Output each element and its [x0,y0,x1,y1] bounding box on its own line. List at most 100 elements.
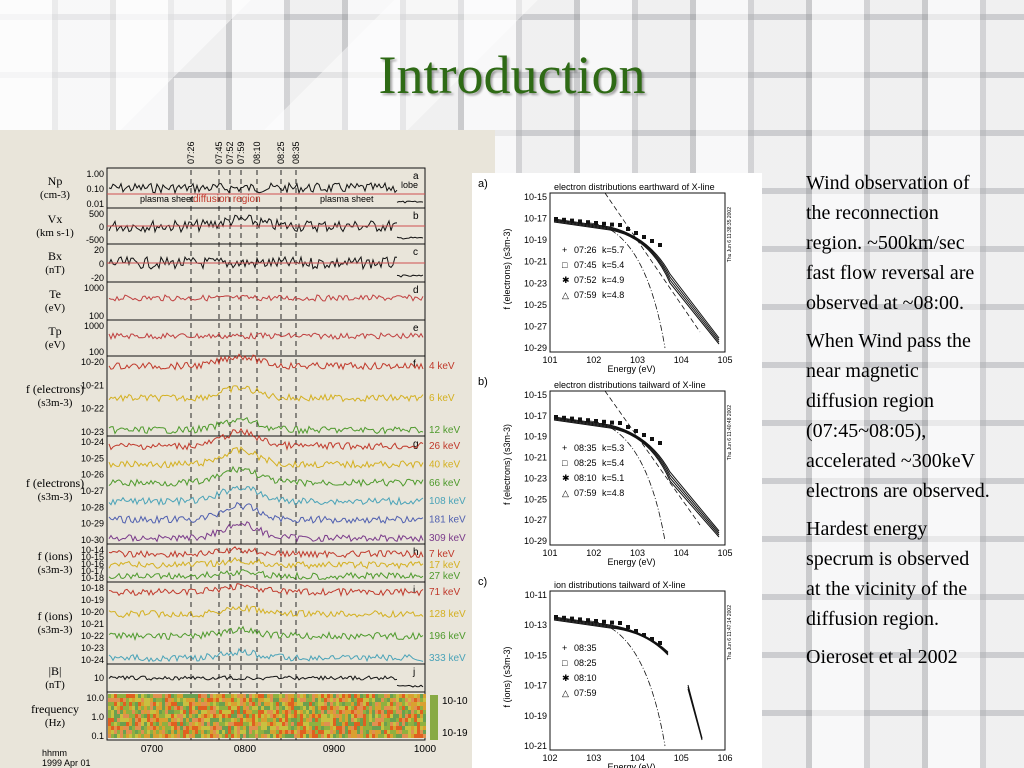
spectrogram-cell [150,722,153,726]
spectrum-panel-title: electron distributions earthward of X-li… [554,182,715,192]
spectrogram-cell [195,730,198,734]
spectrogram-cell [318,706,321,710]
spectrogram-cell [183,726,186,730]
spectrogram-cell [114,710,117,714]
spectrogram-cell [168,702,171,706]
spectrogram-cell [255,726,258,730]
spectrogram-cell [264,698,267,702]
spectrogram-cell [216,718,219,722]
spectrum-marker [626,625,630,629]
spectrogram-cell [333,730,336,734]
panel-ylabel: f (ions) [38,549,73,563]
spectrogram-cell [192,718,195,722]
spectrogram-cell [333,694,336,698]
spectrogram-cell [414,726,417,730]
spectrogram-cell [234,706,237,710]
channel-label: 17 keV [429,560,460,571]
spectrogram-cell [126,710,129,714]
spectrogram-cell [273,694,276,698]
panel-tick-label: 10-20 [81,607,104,617]
panel-tick-label: 10-21 [81,619,104,629]
spectrogram-cell [264,734,267,738]
spectrogram-cell [411,718,414,722]
spectrogram-cell [348,726,351,730]
spectrogram-cell [423,714,426,718]
spectrogram-cell [111,734,114,738]
spectrum-xlabel: Energy (eV) [608,557,656,567]
spectrogram-cell [384,706,387,710]
spectrogram-cell [360,698,363,702]
spectrogram-cell [411,726,414,730]
spectrogram-cell [210,718,213,722]
spectrogram-cell [183,714,186,718]
spectrogram-cell [396,714,399,718]
spectrum-ytick: 10-15 [524,390,547,400]
spectrogram-cell [132,698,135,702]
spectrogram-cell [423,706,426,710]
spectrogram-cell [402,702,405,706]
spectrogram-cell [141,726,144,730]
spectrogram-cell [339,702,342,706]
data-trace [108,214,398,234]
spectrogram-cell [354,734,357,738]
event-time-label: 07:59 [236,141,246,164]
spectrogram-cell [186,714,189,718]
spectrogram-cell [339,730,342,734]
spectrogram-cell [318,694,321,698]
spectrogram-cell [123,730,126,734]
spectrogram-cell [225,722,228,726]
spectrogram-cell [111,718,114,722]
spectrogram-cell [180,710,183,714]
spectrogram-cell [267,714,270,718]
spectrogram-cell [207,714,210,718]
spectrogram-cell [126,698,129,702]
spectrogram-cell [369,718,372,722]
spectrogram-cell [414,694,417,698]
spectrogram-cell [225,710,228,714]
spectrogram-cell [405,722,408,726]
maxwellian-fit [589,620,666,747]
spectrogram-cell [123,702,126,706]
spectrogram-cell [210,694,213,698]
spectrum-marker [554,615,558,619]
spectrogram-cell [336,730,339,734]
spectrogram-cell [108,734,111,738]
data-trace [108,294,424,302]
spectrogram-cell [243,730,246,734]
spectrogram-cell [243,734,246,738]
body-line: electrons are observed. [806,480,990,502]
spectrogram-cell [225,694,228,698]
spectrogram-cell [144,702,147,706]
spectrogram-cell [369,722,372,726]
spectrogram-cell [147,726,150,730]
spectrogram-cell [108,718,111,722]
panel-letter: a [413,171,419,182]
spectrogram-cell [216,726,219,730]
legend-symbol: △ [562,290,569,300]
spectrogram-cell [126,702,129,706]
channel-label: 181 keV [429,515,466,526]
spectrogram-cell [258,706,261,710]
spectrogram-cell [138,718,141,722]
spectrogram-cell [201,698,204,702]
spectrogram-cell [330,706,333,710]
spectrogram-cell [204,722,207,726]
spectrogram-cell [240,714,243,718]
spectrum-xtick: 106 [717,753,732,763]
spectrum-marker [594,419,598,423]
spectrogram-cell [381,706,384,710]
spectrogram-cell [183,718,186,722]
spectrogram-cell [252,734,255,738]
body-paragraph-4: Oieroset et al 2002 [806,642,1024,672]
legend-kappa: k=4.8 [602,488,624,498]
spectrogram-cell [183,730,186,734]
spectrogram-cell [126,722,129,726]
spectrogram-cell [396,734,399,738]
spectrogram-cell [375,726,378,730]
spectrogram-cell [342,706,345,710]
spectrum-ytick: 10-15 [524,192,547,202]
spectrogram-cell [366,718,369,722]
panel-tick-label: 10-14 [81,545,104,555]
channel-trace [108,501,424,525]
spectrum-frame [549,192,726,353]
